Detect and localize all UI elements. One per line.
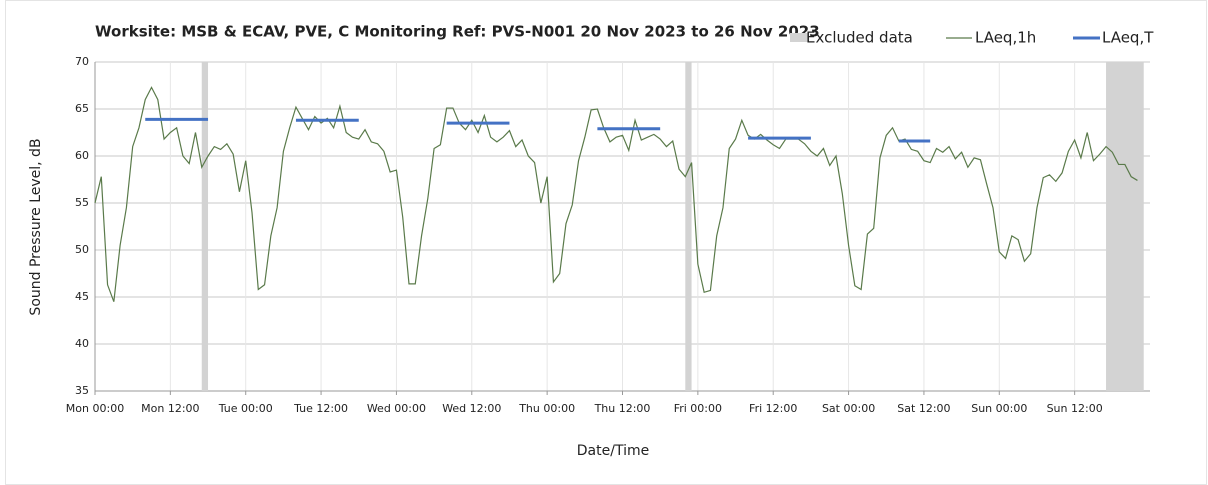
x-axis-label: Date/Time bbox=[577, 443, 649, 459]
x-tick-label: Sat 12:00 bbox=[897, 402, 950, 415]
x-tick-label: Tue 00:00 bbox=[218, 402, 273, 415]
excluded-band bbox=[201, 62, 209, 391]
y-tick-label: 60 bbox=[75, 149, 89, 162]
y-tick-label: 40 bbox=[75, 337, 89, 350]
legend-swatch bbox=[790, 33, 808, 42]
y-tick-label: 55 bbox=[75, 196, 89, 209]
x-tick-label: Thu 12:00 bbox=[594, 402, 651, 415]
legend-label: LAeq,T bbox=[1102, 29, 1154, 47]
x-tick-label: Wed 00:00 bbox=[367, 402, 426, 415]
y-axis-label: Sound Pressure Level, dB bbox=[28, 138, 44, 315]
line-series bbox=[94, 86, 1138, 302]
y-tick-label: 65 bbox=[75, 102, 89, 115]
y-tick-label: 45 bbox=[75, 290, 89, 303]
x-tick-label: Sun 12:00 bbox=[1047, 402, 1103, 415]
x-tick-label: Fri 00:00 bbox=[674, 402, 722, 415]
legend-label: LAeq,1h bbox=[975, 29, 1036, 47]
y-tick-label: 70 bbox=[75, 55, 89, 68]
x-tick-label: Thu 00:00 bbox=[518, 402, 575, 415]
excluded-band bbox=[685, 62, 692, 391]
x-tick-label: Mon 00:00 bbox=[66, 402, 124, 415]
x-tick-label: Wed 12:00 bbox=[442, 402, 501, 415]
x-tick-label: Sun 00:00 bbox=[971, 402, 1027, 415]
x-tick-label: Fri 12:00 bbox=[749, 402, 797, 415]
y-tick-label: 35 bbox=[75, 384, 89, 397]
chart-title: Worksite: MSB & ECAV, PVE, C Monitoring … bbox=[95, 23, 820, 41]
x-tick-label: Sat 00:00 bbox=[822, 402, 875, 415]
x-tick-label: Mon 12:00 bbox=[141, 402, 199, 415]
legend-label: Excluded data bbox=[806, 29, 913, 47]
y-tick-label: 50 bbox=[75, 243, 89, 256]
x-tick-label: Tue 12:00 bbox=[293, 402, 348, 415]
excluded-band bbox=[1106, 62, 1144, 391]
